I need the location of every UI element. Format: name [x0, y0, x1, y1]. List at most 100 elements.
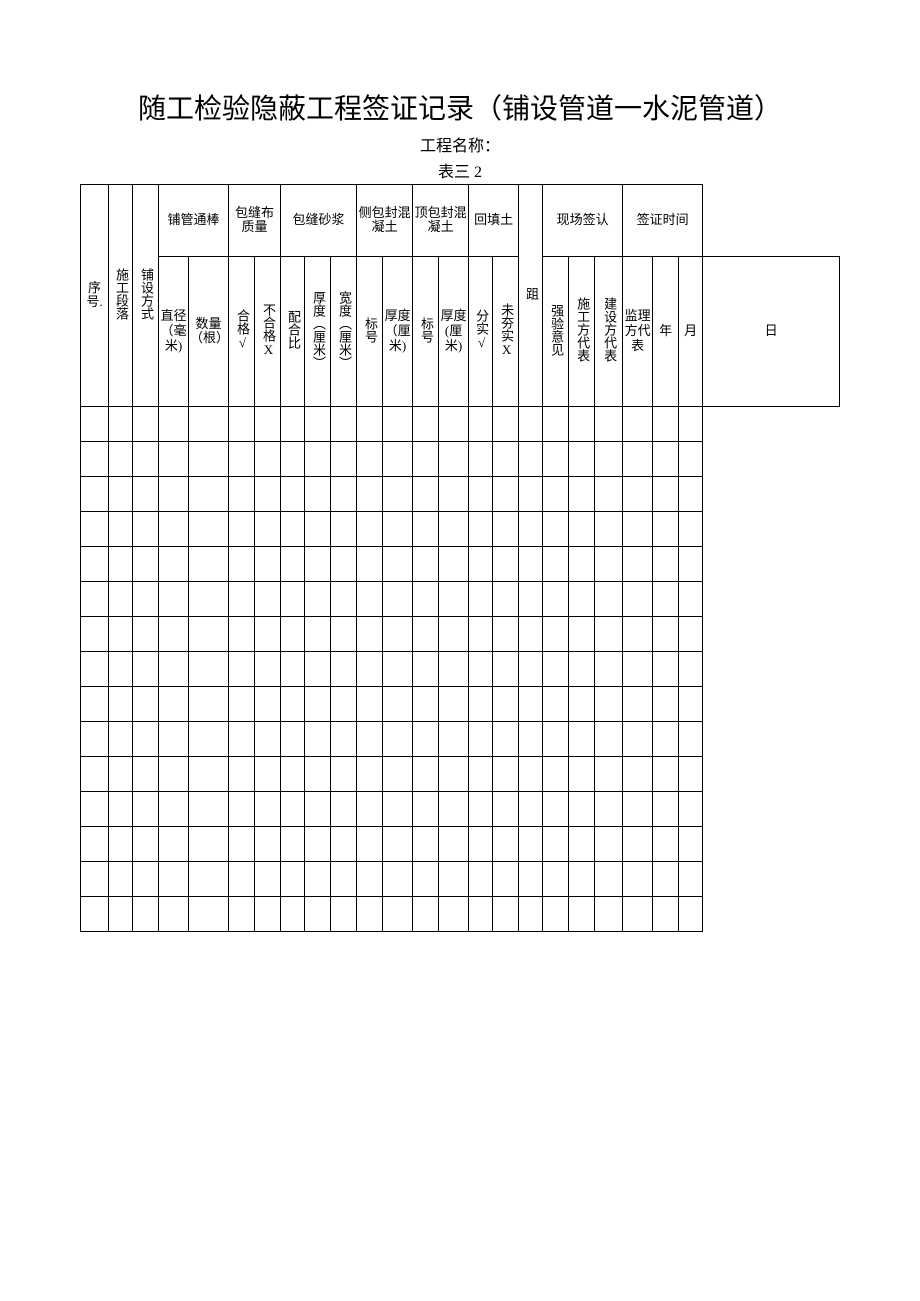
col-houdu-lm2: 厚度(厘米): [439, 256, 469, 406]
table-cell: [109, 721, 133, 756]
table-cell: [569, 511, 595, 546]
table-cell: [493, 406, 519, 441]
table-cell: [623, 791, 653, 826]
table-cell: [493, 721, 519, 756]
colgroup-qianzheng: 签证时间: [623, 184, 703, 256]
col-shuliang: 数量（根）: [189, 256, 229, 406]
table-cell: [109, 616, 133, 651]
table-cell: [543, 546, 569, 581]
table-cell: [439, 686, 469, 721]
table-cell: [159, 651, 189, 686]
table-body: [81, 406, 840, 931]
table-cell: [653, 826, 679, 861]
colgroup-baofengbu: 包缝布质量: [229, 184, 281, 256]
table-cell: [519, 791, 543, 826]
table-cell: [383, 616, 413, 651]
colgroup-baofengsha: 包缝砂浆: [281, 184, 357, 256]
record-table: 序号. 施工段落 铺设方式 铺管通棒 包缝布质量 包缝砂浆 侧包封混凝土 顶包封…: [80, 184, 840, 932]
table-cell: [81, 826, 109, 861]
table-cell: [305, 756, 331, 791]
document-title: 随工检验隐蔽工程签证记录（铺设管道一水泥管道）: [80, 90, 840, 129]
col-xuhao: 序号.: [81, 184, 109, 406]
table-row: [81, 616, 840, 651]
table-cell: [623, 861, 653, 896]
table-cell: [383, 861, 413, 896]
table-cell: [189, 476, 229, 511]
col-houdu: 厚度（厘米）: [305, 256, 331, 406]
table-cell: [305, 861, 331, 896]
table-cell: [255, 826, 281, 861]
table-cell: [229, 861, 255, 896]
table-cell: [595, 581, 623, 616]
table-cell: [229, 756, 255, 791]
table-cell: [383, 896, 413, 931]
table-cell: [413, 546, 439, 581]
col-yue: 月: [679, 256, 703, 406]
table-cell: [357, 546, 383, 581]
table-cell: [133, 406, 159, 441]
table-cell: [159, 476, 189, 511]
colgroup-huitian: 回填土: [469, 184, 519, 256]
table-cell: [305, 791, 331, 826]
table-cell: [109, 476, 133, 511]
table-cell: [543, 721, 569, 756]
table-cell: [383, 721, 413, 756]
table-cell: [229, 476, 255, 511]
table-cell: [653, 476, 679, 511]
table-cell: [469, 616, 493, 651]
table-cell: [493, 476, 519, 511]
table-cell: [519, 581, 543, 616]
table-cell: [133, 511, 159, 546]
table-row: [81, 826, 840, 861]
table-cell: [255, 791, 281, 826]
table-row: [81, 406, 840, 441]
table-cell: [543, 686, 569, 721]
table-cell: [357, 791, 383, 826]
table-cell: [623, 476, 653, 511]
table-cell: [383, 581, 413, 616]
table-cell: [469, 896, 493, 931]
table-cell: [653, 406, 679, 441]
table-cell: [229, 581, 255, 616]
table-cell: [255, 721, 281, 756]
table-cell: [133, 791, 159, 826]
table-cell: [305, 721, 331, 756]
table-cell: [331, 721, 357, 756]
table-cell: [493, 546, 519, 581]
table-cell: [305, 686, 331, 721]
table-cell: [679, 546, 703, 581]
col-jianshefang: 建设方代表: [595, 256, 623, 406]
table-cell: [331, 406, 357, 441]
table-cell: [357, 406, 383, 441]
table-cell: [81, 651, 109, 686]
table-cell: [595, 406, 623, 441]
table-cell: [519, 476, 543, 511]
table-cell: [493, 756, 519, 791]
table-cell: [281, 581, 305, 616]
table-cell: [305, 406, 331, 441]
table-cell: [331, 616, 357, 651]
table-cell: [305, 616, 331, 651]
table-cell: [81, 686, 109, 721]
table-cell: [623, 756, 653, 791]
table-cell: [623, 441, 653, 476]
table-cell: [543, 651, 569, 686]
table-cell: [81, 546, 109, 581]
table-cell: [81, 581, 109, 616]
table-cell: [439, 476, 469, 511]
table-number-label: 表三 2: [80, 158, 840, 182]
table-cell: [679, 441, 703, 476]
table-cell: [331, 476, 357, 511]
table-cell: [469, 511, 493, 546]
table-cell: [413, 441, 439, 476]
table-cell: [543, 511, 569, 546]
table-cell: [653, 581, 679, 616]
table-row: [81, 756, 840, 791]
col-qiangyan: 强验意见: [543, 256, 569, 406]
table-cell: [357, 616, 383, 651]
table-cell: [229, 441, 255, 476]
table-cell: [569, 721, 595, 756]
table-cell: [109, 581, 133, 616]
table-cell: [189, 861, 229, 896]
table-cell: [595, 826, 623, 861]
